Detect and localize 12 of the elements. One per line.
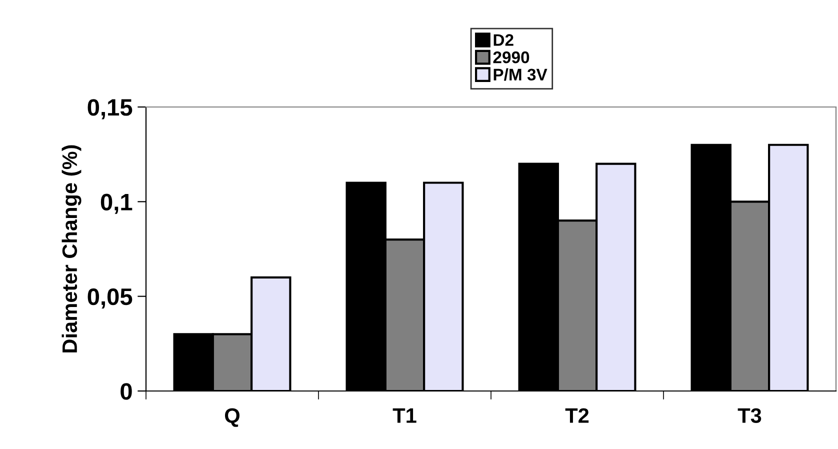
y-tick-label: 0,15: [88, 99, 132, 120]
legend-label: 2990: [493, 51, 530, 64]
x-tick-label: T3: [738, 408, 762, 423]
legend-label: P/M 3V: [494, 68, 548, 81]
y-tick-label: 0: [120, 383, 132, 400]
legend-label: D2: [494, 34, 514, 46]
y-tick-label: 0,05: [88, 288, 132, 309]
x-tick-label: Q: [225, 408, 240, 427]
x-tick-label: T2: [565, 408, 589, 423]
y-tick-label: 0,1: [100, 194, 132, 214]
y-axis-title: Diameter Change (%): [62, 145, 82, 352]
x-tick-label: T1: [392, 408, 416, 423]
